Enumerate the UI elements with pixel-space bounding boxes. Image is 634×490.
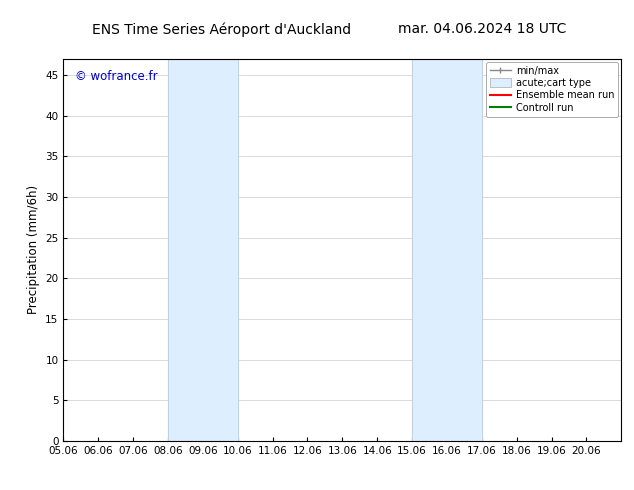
Legend: min/max, acute;cart type, Ensemble mean run, Controll run: min/max, acute;cart type, Ensemble mean … [486, 62, 618, 117]
Y-axis label: Precipitation (mm/6h): Precipitation (mm/6h) [27, 185, 40, 315]
Text: © wofrance.fr: © wofrance.fr [75, 70, 157, 83]
Text: ENS Time Series Aéroport d'Auckland: ENS Time Series Aéroport d'Auckland [93, 22, 351, 37]
Bar [412, 59, 482, 441]
Bar [168, 59, 238, 441]
Text: mar. 04.06.2024 18 UTC: mar. 04.06.2024 18 UTC [398, 23, 566, 36]
